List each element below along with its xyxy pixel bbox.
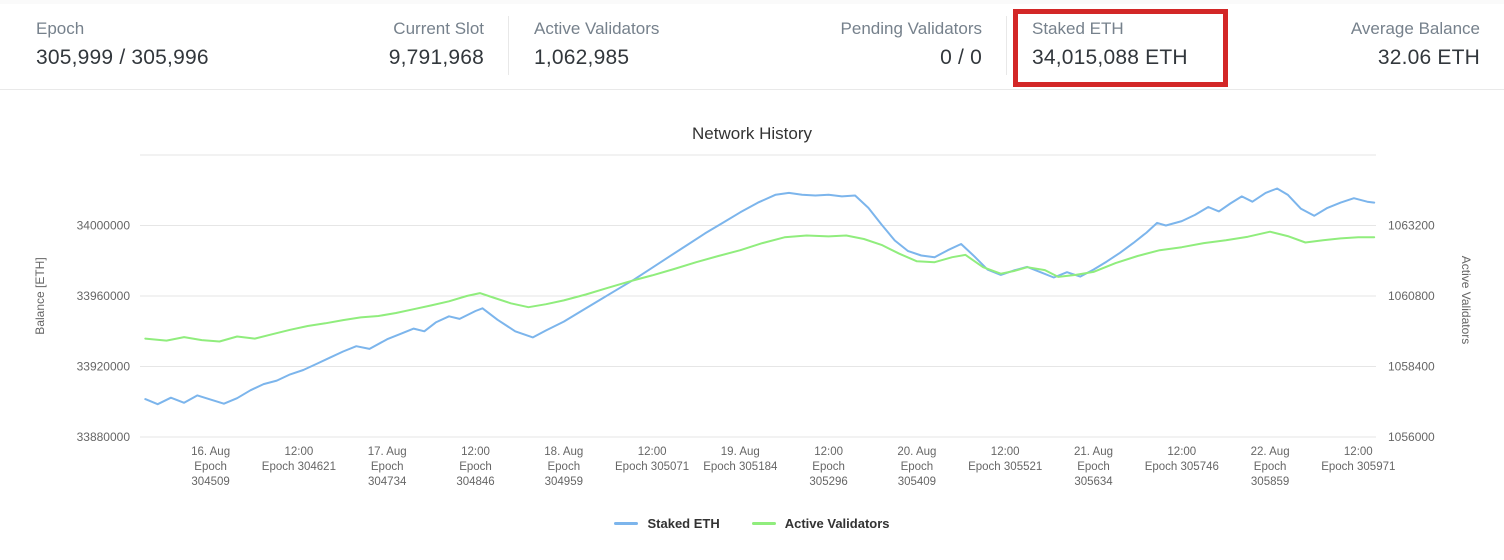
y-right-tick-label: 1063200 xyxy=(1388,219,1435,233)
x-tick-label: 19. Aug xyxy=(721,446,760,458)
x-tick-label: 18. Aug xyxy=(544,446,583,458)
x-tick-label: 304959 xyxy=(545,476,583,488)
legend-item-staked-eth[interactable]: Staked ETH xyxy=(614,516,720,531)
x-tick-label: 305296 xyxy=(809,476,847,488)
x-tick-label: 12:00 xyxy=(1344,446,1373,458)
x-tick-label: 12:00 xyxy=(814,446,843,458)
x-tick-label: 16. Aug xyxy=(191,446,230,458)
legend-label: Staked ETH xyxy=(647,516,720,531)
x-tick-label: 12:00 xyxy=(1167,446,1196,458)
x-tick-label: 305409 xyxy=(898,476,936,488)
stat-active-validators-label: Active Validators xyxy=(534,19,660,38)
x-tick-label: Epoch xyxy=(547,461,580,473)
x-tick-label: Epoch 305184 xyxy=(703,461,778,473)
staked-eth-line[interactable] xyxy=(144,187,1376,406)
x-tick-label: 12:00 xyxy=(991,446,1020,458)
x-tick-label: Epoch 305521 xyxy=(968,461,1042,473)
stat-average-balance: Average Balance 32.06 ETH xyxy=(1351,19,1480,70)
active-validators-line[interactable] xyxy=(144,230,1376,343)
legend-label: Active Validators xyxy=(784,516,890,531)
x-tick-label: Epoch xyxy=(812,461,845,473)
x-tick-label: 17. Aug xyxy=(368,446,407,458)
x-tick-label: 12:00 xyxy=(285,446,314,458)
stat-average-balance-label: Average Balance xyxy=(1350,19,1480,38)
stat-staked-eth-value: 34,015,088 ETH xyxy=(1032,46,1188,69)
stat-epoch: Epoch 305,999 / 305,996 xyxy=(36,19,209,70)
x-tick-label: 20. Aug xyxy=(897,446,936,458)
stat-current-slot-value: 9,791,968 xyxy=(388,46,484,69)
chart-legend: Staked ETH Active Validators xyxy=(0,516,1504,531)
y-right-tick-label: 1058400 xyxy=(1388,360,1435,374)
x-tick-label: 22. Aug xyxy=(1251,446,1290,458)
legend-item-active-validators[interactable]: Active Validators xyxy=(751,516,890,531)
x-tick-label: 12:00 xyxy=(638,446,667,458)
chart-title: Network History xyxy=(692,124,812,143)
x-tick-label: 304846 xyxy=(456,476,494,488)
x-tick-label: Epoch 305071 xyxy=(615,461,689,473)
stats-card-3: Staked ETH 34,015,088 ETH Average Balanc… xyxy=(1006,4,1504,89)
x-tick-label: 304509 xyxy=(191,476,229,488)
y-axis-left-title: Balance [ETH] xyxy=(33,257,47,335)
stat-active-validators-value: 1,062,985 xyxy=(534,46,630,69)
legend-swatch-icon xyxy=(614,522,639,525)
stat-pending-validators-value: 0 / 0 xyxy=(940,46,982,69)
y-left-tick-label: 33880000 xyxy=(77,430,131,444)
stat-pending-validators-label: Pending Validators xyxy=(840,19,982,38)
x-tick-label: 304734 xyxy=(368,476,407,488)
x-tick-label: Epoch xyxy=(901,461,934,473)
stat-epoch-value: 305,999 / 305,996 xyxy=(36,46,209,69)
stat-epoch-label: Epoch xyxy=(36,19,85,38)
stats-topbar: Epoch 305,999 / 305,996 Current Slot 9,7… xyxy=(0,0,1504,90)
stat-active-validators: Active Validators 1,062,985 xyxy=(534,19,659,70)
x-tick-label: 21. Aug xyxy=(1074,446,1113,458)
x-tick-label: Epoch xyxy=(371,461,404,473)
x-tick-label: Epoch 305746 xyxy=(1145,461,1219,473)
legend-swatch-icon xyxy=(751,522,776,525)
x-tick-label: Epoch 305971 xyxy=(1321,461,1395,473)
x-tick-label: Epoch xyxy=(1077,461,1110,473)
stat-staked-eth-label: Staked ETH xyxy=(1032,19,1124,38)
y-right-tick-label: 1060800 xyxy=(1388,289,1435,303)
stat-average-balance-value: 32.06 ETH xyxy=(1377,46,1480,69)
y-left-tick-label: 33960000 xyxy=(77,289,131,303)
stat-current-slot: Current Slot 9,791,968 xyxy=(389,19,484,70)
y-left-tick-label: 33920000 xyxy=(77,360,131,374)
x-tick-label: 12:00 xyxy=(461,446,490,458)
x-tick-label: Epoch 304621 xyxy=(262,461,336,473)
stat-current-slot-label: Current Slot xyxy=(393,19,484,38)
x-tick-label: Epoch xyxy=(459,461,492,473)
stat-pending-validators: Pending Validators 0 / 0 xyxy=(841,19,982,70)
y-left-tick-label: 34000000 xyxy=(77,219,131,233)
y-right-tick-label: 1056000 xyxy=(1388,430,1435,444)
x-tick-label: Epoch xyxy=(1254,461,1287,473)
y-axis-right-title: Active Validators xyxy=(1459,255,1473,345)
x-tick-label: 305859 xyxy=(1251,476,1289,488)
x-tick-label: Epoch xyxy=(194,461,227,473)
x-tick-label: 305634 xyxy=(1074,476,1113,488)
stats-card-1: Epoch 305,999 / 305,996 Current Slot 9,7… xyxy=(0,4,508,89)
stats-card-2: Active Validators 1,062,985 Pending Vali… xyxy=(508,4,1006,89)
stat-staked-eth: Staked ETH 34,015,088 ETH xyxy=(1032,19,1188,70)
